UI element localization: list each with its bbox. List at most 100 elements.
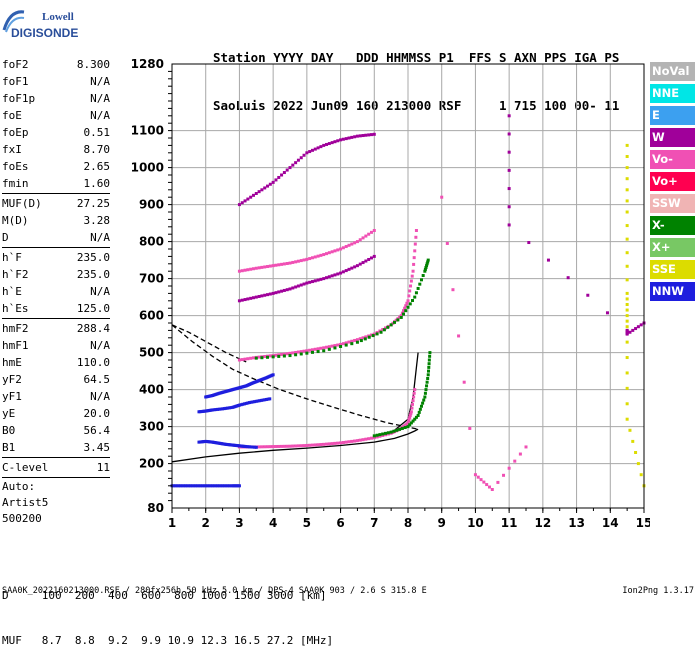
echo-point — [423, 391, 427, 395]
echo-point — [336, 139, 340, 143]
echo-point — [240, 358, 244, 362]
param-row: B1 3.45 — [2, 439, 110, 456]
echo-point — [268, 182, 272, 186]
echo-point — [296, 284, 300, 288]
echo-point — [249, 267, 253, 271]
echo-point — [299, 259, 303, 263]
lowell-digisonde-logo: Lowell DIGISONDE — [2, 10, 78, 40]
echo-point — [639, 323, 643, 327]
echo-point — [408, 414, 412, 417]
echo-point — [496, 480, 500, 484]
echo-point — [419, 278, 423, 282]
echo-point — [353, 439, 357, 443]
param-value: 0.51 — [83, 126, 111, 139]
echo-point — [277, 263, 281, 267]
echo-point — [268, 397, 272, 401]
echo-point — [427, 358, 431, 362]
echo-point — [375, 433, 379, 437]
echo-point — [327, 442, 331, 446]
param-value: 56.4 — [83, 424, 111, 437]
echo-point — [308, 280, 312, 284]
echo-point — [422, 398, 426, 402]
echo-point — [418, 407, 422, 411]
echo-point — [625, 291, 629, 295]
echo-point — [257, 355, 261, 359]
x-tick-label: 8 — [404, 516, 412, 530]
echo-point — [325, 276, 329, 280]
echo-point — [405, 301, 409, 305]
echo-point — [197, 484, 201, 488]
echo-point — [263, 354, 267, 358]
echo-point — [333, 441, 337, 445]
echo-point — [240, 269, 244, 273]
echo-point — [319, 277, 323, 281]
echo-point — [185, 484, 189, 488]
echo-point — [192, 484, 196, 488]
echo-point — [381, 432, 385, 436]
echo-point — [254, 192, 258, 195]
echo-point — [249, 400, 253, 404]
echo-point — [229, 484, 233, 488]
echo-point — [227, 406, 231, 410]
echo-point — [409, 412, 413, 416]
param-row: D N/A — [2, 229, 110, 246]
echo-point — [361, 438, 365, 442]
echo-point — [316, 443, 320, 447]
param-label: yF2 — [2, 373, 22, 386]
y-tick-label: 300 — [139, 420, 164, 434]
echo-point — [296, 444, 300, 448]
echo-point — [625, 177, 629, 181]
echo-point — [282, 288, 286, 292]
param-value: 110.0 — [76, 356, 110, 369]
header-line2: SaoLuis 2022 Jun09 160 213000 RSF 1 715 … — [213, 98, 620, 113]
echo-point — [625, 303, 629, 306]
echo-point — [372, 229, 376, 232]
echo-point — [355, 134, 359, 138]
param-row: M(D) 3.28 — [2, 212, 110, 229]
echo-point — [217, 484, 221, 488]
echo-point — [271, 373, 275, 377]
echo-point — [214, 408, 218, 412]
params-group-critical: foF2 8.300 foF1 N/A foF1p N/A foE N/A foEp 0.51 fx… — [2, 56, 110, 192]
echo-point — [299, 156, 303, 160]
echo-point — [327, 345, 331, 349]
param-value: 3.28 — [83, 214, 111, 227]
echo-point — [482, 480, 486, 484]
param-label: foEp — [2, 126, 29, 139]
legend-item: Vo- — [650, 150, 695, 169]
param-value: 64.5 — [83, 373, 111, 386]
echo-point — [263, 398, 267, 402]
x-tick-label: 6 — [336, 516, 344, 530]
echo-point — [398, 427, 402, 431]
echo-point — [302, 349, 306, 353]
legend-item: W — [650, 128, 695, 147]
echo-point — [350, 342, 354, 346]
echo-point — [462, 380, 466, 384]
params-group-profile: hmF2 288.4 hmF1 N/A hmE 110.0 yF2 64.5 yF1 N/A yE 2… — [2, 320, 110, 456]
echo-point — [224, 406, 228, 410]
echo-point — [243, 357, 247, 361]
echo-point — [410, 402, 414, 406]
echo-point — [305, 443, 309, 447]
param-row: hmF2 288.4 — [2, 320, 110, 337]
echo-point — [487, 485, 491, 489]
echo-point — [350, 439, 354, 443]
echo-point — [347, 440, 351, 444]
echo-point — [229, 406, 233, 410]
echo-point — [369, 256, 373, 260]
echo-point — [202, 484, 206, 488]
echo-point — [625, 308, 629, 312]
echo-point — [268, 354, 272, 358]
echo-point — [413, 242, 417, 246]
echo-point — [251, 193, 255, 197]
echo-point — [268, 264, 272, 268]
param-value: N/A — [90, 231, 110, 244]
echo-point — [468, 426, 472, 430]
param-value: 125.0 — [76, 302, 110, 315]
echo-point — [251, 445, 255, 449]
param-label: foF2 — [2, 58, 29, 71]
echo-point — [361, 336, 365, 340]
echo-point — [294, 350, 298, 354]
tick-labels: 1 2 3 4 5 6 7 8 9 10 11 12 13 14 158020030040050060070… — [131, 57, 650, 530]
param-value: N/A — [90, 109, 110, 122]
